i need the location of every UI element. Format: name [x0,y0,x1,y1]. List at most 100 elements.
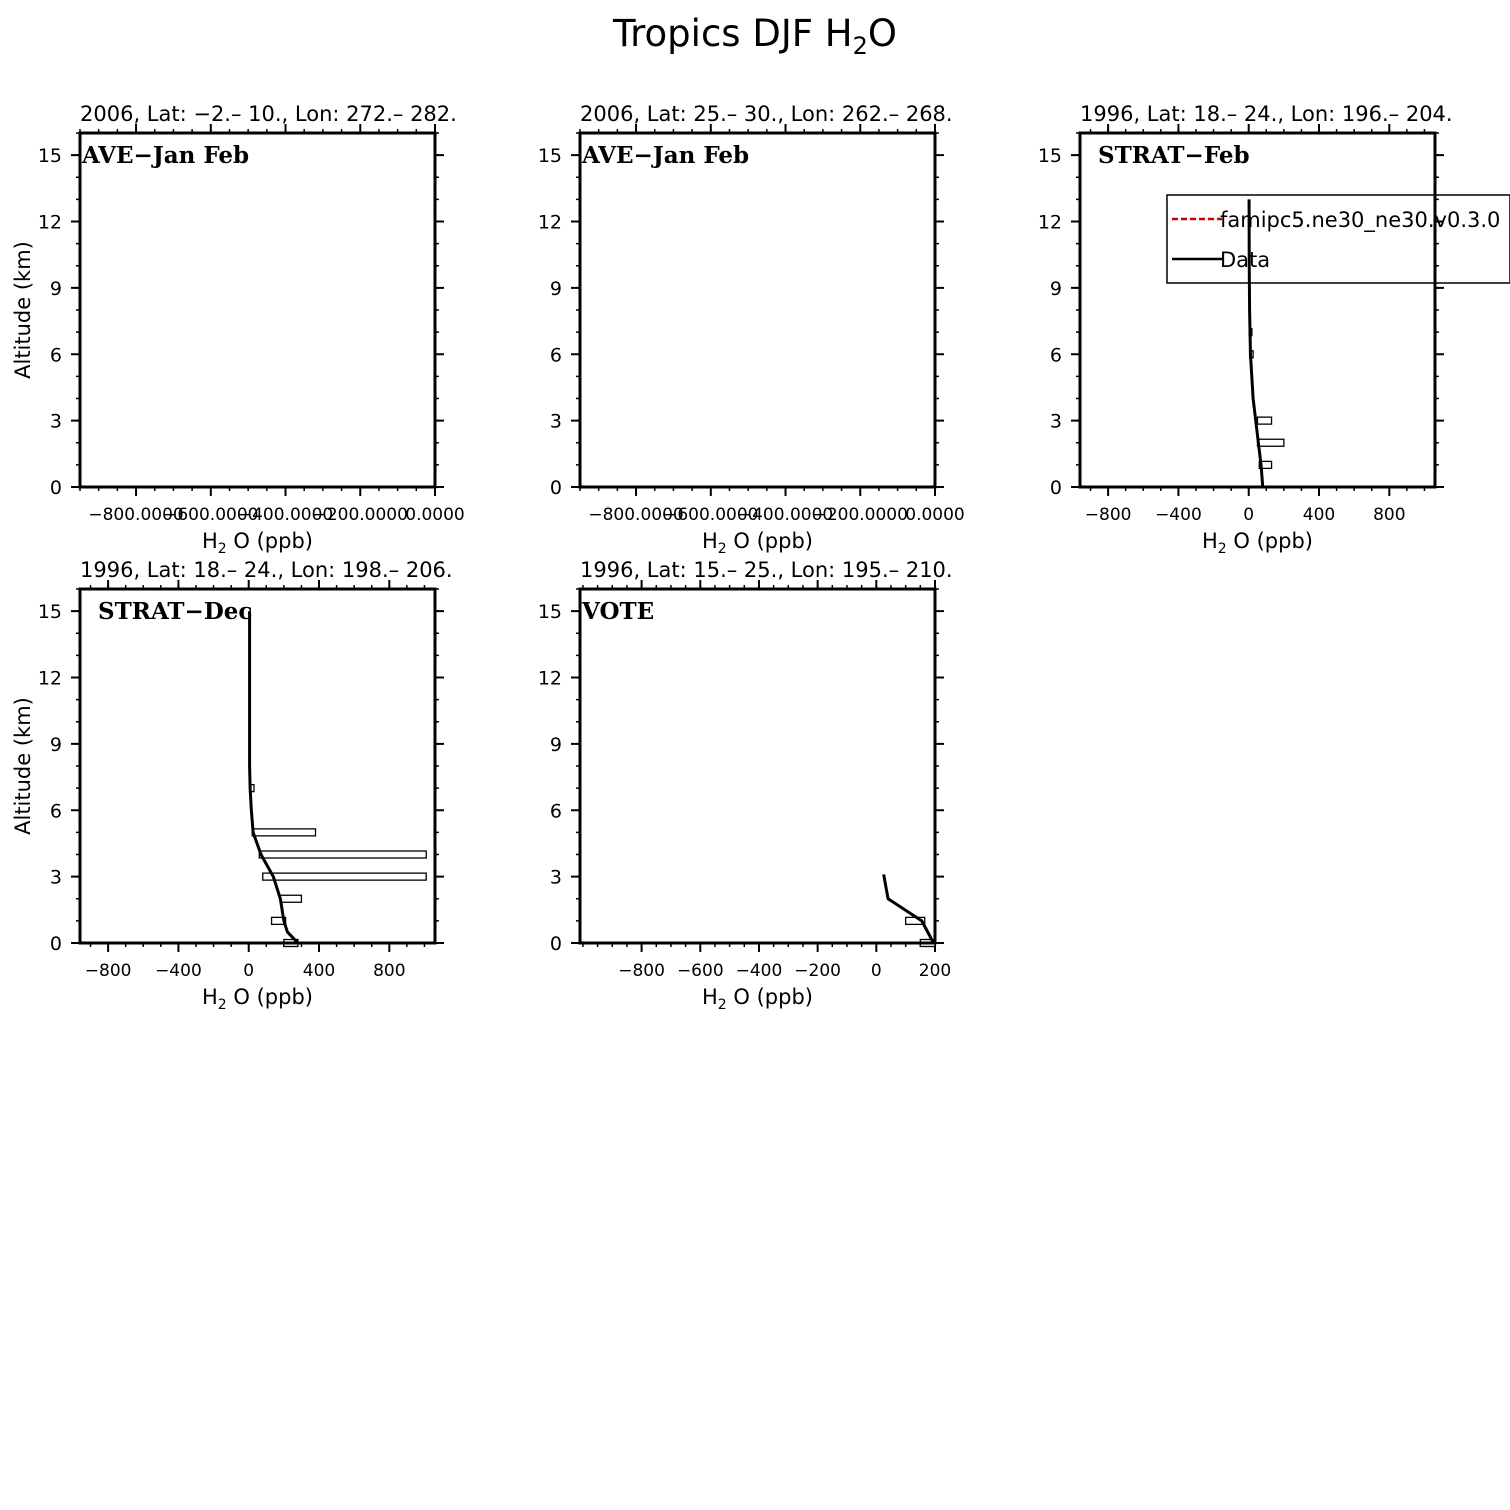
panel-title: 2006, Lat: 25.– 30., Lon: 262.– 268. [580,102,953,126]
panel-5: 1996, Lat: 15.– 25., Lon: 195.– 210. 0 3 6 9… [538,558,953,1013]
x-tick-label: 200 [919,961,951,981]
y-axis-label: Altitude (km) [11,241,35,379]
y-tick-label: 6 [550,800,562,822]
x-axis-label-main: H [702,529,718,553]
plot-frame [78,587,437,945]
x-axis-label-sub: 2 [1218,541,1227,557]
x-axis-label-sub: 2 [718,541,727,557]
panel-title: 1996, Lat: 18.– 24., Lon: 198.– 206. [80,558,453,582]
x-axis-label: H2 O (ppb) [202,529,313,557]
y-tick-label: 0 [550,477,562,499]
y-tick-label: 9 [50,734,62,756]
y-tick-label: 15 [1038,145,1062,167]
x-tick-label: 0 [243,961,254,981]
x-axis-label-main: H [202,529,218,553]
y-tick-label: 6 [1050,344,1062,366]
y-tick-label: 3 [50,867,62,889]
panel-title: 1996, Lat: 15.– 25., Lon: 195.– 210. [580,558,953,582]
series-line-data [1247,199,1265,488]
y-tick-label: 12 [38,212,62,234]
x-axis-label-sub: 2 [218,997,227,1013]
x-tick-label: −400.0000 [738,505,833,525]
uncertainty-bar [279,894,303,903]
panel-title: 2006, Lat: −2.– 10., Lon: 272.– 282. [80,102,457,126]
plot-frame [1078,131,1437,489]
x-axis-label-end: O (ppb) [1227,529,1313,553]
legend-label: Data [1220,248,1270,272]
x-axis-label-end: O (ppb) [227,529,313,553]
x-axis-label: H2 O (ppb) [702,985,813,1013]
x-tick-label: −400.0000 [238,505,333,525]
x-tick-label: 0 [871,961,882,981]
y-tick-label: 0 [50,933,62,955]
x-tick-label: −800 [618,961,665,981]
uncertainty-bar [251,828,317,837]
figure-title: Tropics DJF H2O [612,12,897,60]
panel-2: 2006, Lat: 25.– 30., Lon: 262.– 268. 0 3 6 9… [538,102,965,557]
x-axis-label: H2 O (ppb) [202,985,313,1013]
x-axis-label-end: O (ppb) [727,529,813,553]
legend-box [1166,194,1510,284]
y-tick-label: 9 [50,278,62,300]
campaign-label: AVE−Jan Feb [81,142,249,169]
y-tick-label: 12 [1038,212,1062,234]
x-tick-label: −800 [1085,505,1132,525]
x-axis-label-end: O (ppb) [727,985,813,1009]
y-tick-label: 12 [538,668,562,690]
x-axis-label-main: H [202,985,218,1009]
campaign-label: VOTE [581,598,654,625]
y-tick-label: 15 [538,601,562,623]
y-tick-label: 6 [50,344,62,366]
x-axis-label-sub: 2 [218,541,227,557]
x-tick-label: 400 [303,961,335,981]
legend-label: famipc5.ne30_ne30.v0.3.0 [1220,208,1500,233]
plot-frame [78,131,437,489]
x-tick-label: −200 [794,961,841,981]
y-axis-label: Altitude (km) [11,697,35,835]
y-tick-label: 3 [550,411,562,433]
x-tick-label: 800 [373,961,405,981]
x-tick-label: 0.0000 [405,505,464,525]
y-tick-label: 3 [50,411,62,433]
x-axis-label-main: H [1202,529,1218,553]
series-line-data [248,611,300,945]
y-tick-label: 12 [38,668,62,690]
plot-frame [578,587,937,945]
x-tick-label: 0 [1243,505,1254,525]
x-tick-label: −800.0000 [588,505,683,525]
x-axis-label: H2 O (ppb) [1202,529,1313,557]
y-tick-label: 9 [550,278,562,300]
y-tick-label: 9 [550,734,562,756]
y-tick-label: 3 [550,867,562,889]
y-tick-label: 15 [38,145,62,167]
x-tick-label: −800.0000 [88,505,183,525]
campaign-label: STRAT−Dec [98,598,252,625]
y-tick-label: 15 [538,145,562,167]
uncertainty-bar [258,850,427,859]
y-tick-label: 15 [38,601,62,623]
x-axis-label-end: O (ppb) [227,985,313,1009]
x-tick-label: −800 [85,961,132,981]
panel-4: 1996, Lat: 18.– 24., Lon: 198.– 206. 0 3 6 9… [11,558,453,1013]
y-tick-label: 0 [1050,477,1062,499]
x-tick-label: −600.0000 [663,505,758,525]
plot-frame [578,131,937,489]
series-line-data [882,874,935,944]
x-tick-label: −400 [736,961,783,981]
uncertainty-bar [270,916,287,926]
panel-title: 1996, Lat: 18.– 24., Lon: 196.– 204. [1080,102,1453,126]
uncertainty-bar [1258,460,1273,470]
x-tick-label: −600.0000 [163,505,258,525]
uncertainty-bar [262,872,427,881]
x-tick-label: −600 [677,961,724,981]
panel-1: 2006, Lat: −2.– 10., Lon: 272.– 282. 0 3 6 9… [11,102,465,557]
y-tick-label: 9 [1050,278,1062,300]
x-axis-label-main: H [702,985,718,1009]
x-tick-label: −400 [1155,505,1202,525]
uncertainty-bar [1256,416,1273,425]
x-tick-label: 800 [1373,505,1405,525]
panel-3: 1996, Lat: 18.– 24., Lon: 196.– 204. 0 3 6 9… [1038,102,1510,557]
x-tick-label: −400 [155,961,202,981]
x-tick-label: −200.0000 [813,505,908,525]
